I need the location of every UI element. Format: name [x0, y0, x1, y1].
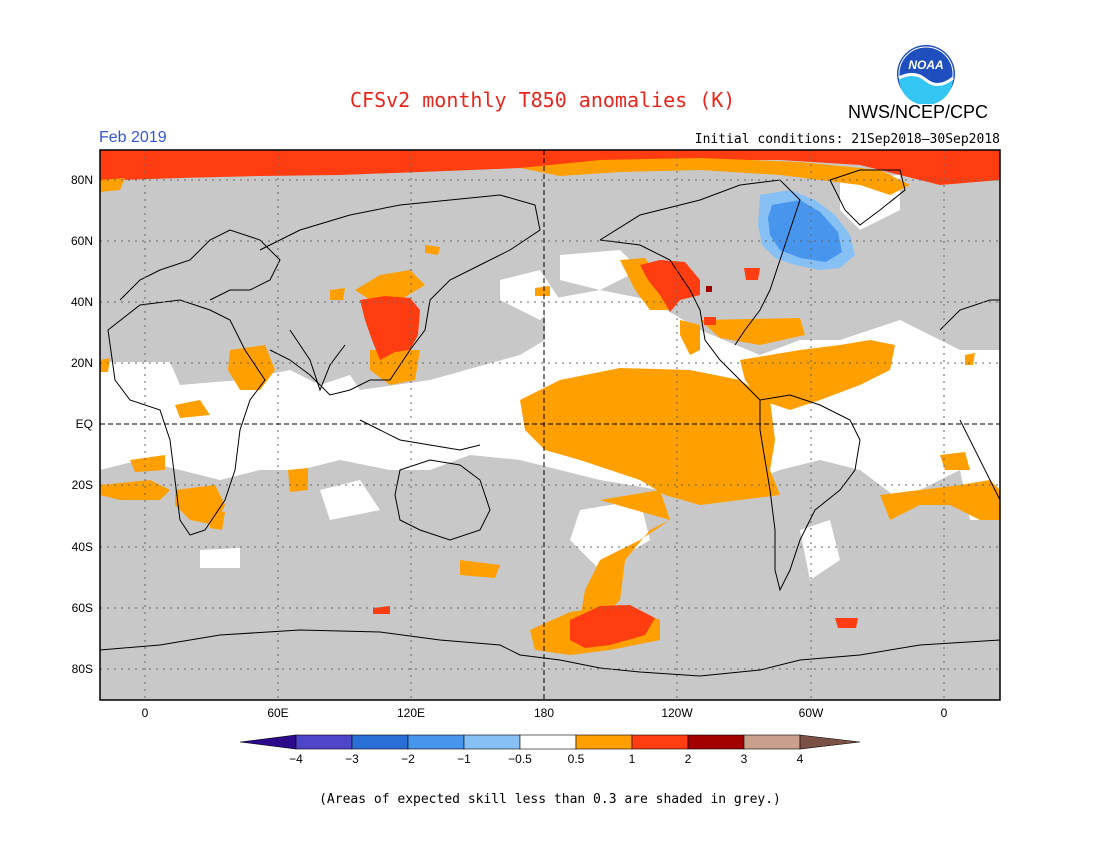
colorbar-tick: 2	[685, 752, 692, 766]
lon-label: 120E	[397, 706, 425, 720]
lon-label: 120W	[661, 706, 693, 720]
map-frame	[99, 149, 1001, 701]
lat-label: 40S	[72, 540, 93, 554]
colorbar-bin	[743, 734, 801, 750]
colorbar-tick: −3	[345, 752, 359, 766]
colorbar-tick: 4	[797, 752, 804, 766]
lon-label: 0	[142, 706, 149, 720]
lat-label: 80N	[71, 173, 93, 187]
colorbar-bin	[463, 734, 521, 750]
colorbar-bin	[687, 734, 745, 750]
low-skill-background	[100, 150, 1000, 700]
arctic-warm-anomaly	[100, 150, 1000, 185]
coastlines	[100, 169, 1000, 677]
lat-label: 80S	[72, 662, 93, 676]
lat-label: EQ	[76, 417, 93, 431]
colorbar-bin	[631, 734, 689, 750]
map-title: CFSv2 monthly T850 anomalies (K)	[350, 88, 736, 112]
forecast-month: Feb 2019	[99, 129, 167, 146]
agency-label: NWS/NCEP/CPC	[848, 102, 989, 122]
colorbar-tick: −2	[401, 752, 415, 766]
near-zero-regions	[100, 175, 1000, 580]
lat-label: 20N	[71, 356, 93, 370]
colorbar-tick: 1	[629, 752, 636, 766]
equator-dateline	[100, 150, 1000, 700]
latitude-labels: 80N 60N 40N 20N EQ 20S 40S 60S 80S	[71, 173, 93, 676]
initial-conditions: Initial conditions: 21Sep2018–30Sep2018	[694, 132, 1000, 147]
colorbar-tick: −4	[289, 752, 303, 766]
map-field	[100, 150, 1000, 700]
warm-anomaly-2-3	[706, 286, 712, 292]
cool-anomaly-0.5-1	[758, 190, 855, 270]
warm-anomaly-0.5-1	[100, 245, 1000, 655]
colorbar-upper-arrow	[799, 734, 861, 750]
cool-anomaly-1-2	[768, 200, 842, 262]
lon-label: 60E	[267, 706, 288, 720]
colorbar-bin	[407, 734, 465, 750]
lon-label: 60W	[799, 706, 824, 720]
colorbar-bin	[351, 734, 409, 750]
skill-caption: (Areas of expected skill less than 0.3 a…	[319, 792, 781, 807]
lat-label: 40N	[71, 295, 93, 309]
colorbar-tick: −1	[457, 752, 471, 766]
longitude-labels: 0 60E 120E 180 120W 60W 0	[142, 706, 948, 720]
colorbar: −4 −3 −2 −1 −0.5 0.5 1 2 3 4	[239, 734, 861, 766]
colorbar-tick: 3	[741, 752, 748, 766]
colorbar-lower-arrow	[239, 734, 297, 750]
colorbar-bin	[295, 734, 353, 750]
colorbar-tick: −0.5	[508, 752, 532, 766]
colorbar-bin	[519, 734, 577, 750]
lon-label: 180	[534, 706, 554, 720]
graticule	[100, 150, 1000, 700]
lon-label: 0	[941, 706, 948, 720]
colorbar-tick: 0.5	[568, 752, 585, 766]
colorbar-bin	[575, 734, 633, 750]
lat-label: 60S	[72, 601, 93, 615]
lat-label: 60N	[71, 234, 93, 248]
noaa-logo-text: NOAA	[908, 58, 943, 72]
noaa-logo: NOAA	[897, 45, 955, 104]
lat-label: 20S	[72, 478, 93, 492]
colorbar-tick-labels: −4 −3 −2 −1 −0.5 0.5 1 2 3 4	[289, 752, 804, 766]
warm-anomaly-1-2	[360, 260, 858, 648]
